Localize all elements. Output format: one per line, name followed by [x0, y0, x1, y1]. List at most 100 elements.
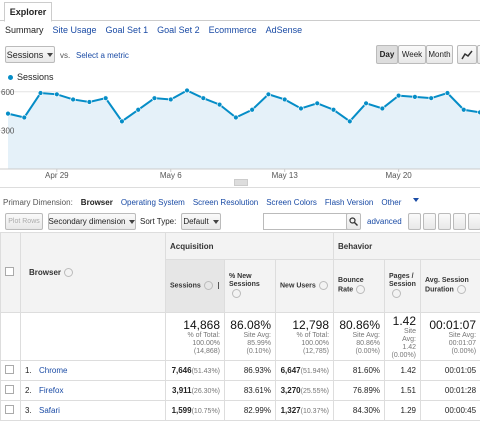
subnav-item[interactable]: Goal Set 1	[105, 25, 149, 35]
secondary-label: Secondary dimension	[48, 217, 126, 226]
total-detail: 85.99%	[247, 339, 271, 347]
cell-value: 00:01:28	[444, 386, 477, 395]
point	[5, 110, 11, 117]
total-note: Site Avg:	[448, 331, 477, 339]
cell	[0, 400, 21, 421]
granularity-button[interactable]: Day	[376, 45, 398, 64]
point	[249, 107, 255, 113]
total-cell: 14,868% of Total: 100.00% (14,868)	[165, 312, 225, 361]
point	[314, 100, 320, 107]
point	[461, 107, 467, 113]
view-button[interactable]	[453, 213, 466, 230]
total-cell: 80.86% Site Avg: 80.86% (0.00%)	[333, 312, 386, 361]
total-cell: 86.08% Site Avg: 85.99% (0.10%)	[224, 312, 276, 361]
value-cell: 00:01:05	[420, 360, 480, 381]
plot-rows-button[interactable]: Plot Rows	[5, 213, 43, 230]
group-header: Behavior	[333, 232, 480, 260]
cell	[20, 312, 166, 361]
total-cell: 12,798% of Total: 100.00% (12,785)	[274, 312, 335, 361]
column-header: New Users	[280, 282, 316, 290]
data-row: 3. Safari 1,599(10.75%) 82.99% 1,327(10.37%)…	[0, 400, 480, 421]
point	[363, 100, 369, 107]
cell-percent: (51.43%)	[191, 368, 220, 375]
chart-type-button[interactable]	[477, 45, 480, 64]
row-index: 1.	[25, 366, 32, 375]
tab-rule	[0, 20, 480, 21]
value-cell: 6,647(51.94%)	[274, 360, 335, 381]
header-cell[interactable]: New Users	[274, 259, 335, 313]
value-cell: 84.30%	[333, 400, 386, 421]
browser-link[interactable]: Safari	[39, 406, 60, 415]
dimension-label: Primary Dimension:	[3, 198, 73, 207]
checkbox[interactable]	[5, 365, 14, 374]
search-box[interactable]	[263, 213, 349, 230]
compare-link[interactable]: Select a metric	[76, 51, 129, 60]
y-tick-label: 600	[1, 88, 15, 97]
dimension-item: Browser	[80, 198, 113, 207]
cell-percent: (10.37%)	[300, 408, 330, 415]
header-cell[interactable]: Bounce Rate	[333, 259, 386, 313]
cell-value: 3,270	[280, 386, 301, 395]
dimension-item[interactable]: Screen Colors	[266, 198, 317, 207]
header-cell[interactable]: Pages / Session	[384, 259, 422, 313]
view-button[interactable]	[438, 213, 451, 230]
dimension-item[interactable]: Other	[381, 198, 402, 207]
granularity: Day Week Month	[376, 45, 453, 64]
value-cell: 1.29	[384, 400, 422, 421]
point	[395, 92, 402, 99]
tab[interactable]: Explorer	[4, 2, 52, 22]
point	[281, 96, 288, 103]
x-tick-label: Apr 29	[45, 171, 69, 180]
value-cell: 3,270(25.55%)	[274, 380, 335, 401]
subnav-item[interactable]: Ecommerce	[208, 25, 257, 35]
checkbox[interactable]	[5, 385, 14, 394]
cell-value: 1.29	[400, 406, 417, 415]
dimension-item[interactable]: Screen Resolution	[192, 198, 259, 207]
cell-percent: (10.75%)	[191, 408, 220, 415]
checkbox[interactable]	[5, 405, 14, 414]
search-button[interactable]	[346, 213, 361, 230]
y-tick-label: 300	[1, 126, 15, 135]
resize-handle[interactable]	[234, 179, 248, 186]
view-button[interactable]	[468, 213, 480, 230]
cell-percent: (51.94%)	[300, 368, 330, 375]
total-detail: 00:01:07	[448, 339, 477, 347]
total-detail: 100.00%	[301, 339, 330, 347]
value-cell: 1.51	[384, 380, 422, 401]
cell-value: 76.89%	[352, 386, 381, 395]
point	[330, 107, 337, 113]
granularity-button[interactable]: Month	[426, 45, 453, 64]
value-cell: 00:00:45	[420, 400, 480, 421]
value-cell: 83.61%	[224, 380, 276, 401]
point	[233, 114, 239, 121]
point	[477, 109, 480, 116]
subnav-item[interactable]: Site Usage	[52, 25, 97, 35]
view-button[interactable]	[423, 213, 436, 230]
header-cell[interactable]: Avg. Session Duration	[420, 259, 480, 313]
granularity-button[interactable]: Week	[398, 45, 426, 64]
advanced-link[interactable]: advanced	[367, 217, 402, 226]
data-table: Browser Acquisition Behavior Sessions % New …	[0, 232, 480, 421]
total-value: 14,868	[183, 317, 220, 332]
area-fill	[8, 90, 480, 169]
view-button[interactable]	[408, 213, 421, 230]
subnav-item[interactable]: AdSense	[265, 25, 303, 35]
sort-arrow	[217, 282, 219, 290]
point	[184, 87, 190, 94]
browser-link[interactable]: Firefox	[39, 386, 64, 395]
subnav: Summary Site Usage Goal Set 1 Goal Set 2 Eco…	[5, 25, 302, 35]
sort-dropdown[interactable]: Default	[181, 213, 221, 230]
browser-link[interactable]: Chrome	[39, 366, 68, 375]
header-cell[interactable]: Sessions	[165, 259, 225, 313]
total-base: (0.00%)	[391, 351, 417, 359]
subnav-item[interactable]: Goal Set 2	[157, 25, 200, 35]
secondary-dimension[interactable]: Secondary dimension	[48, 213, 136, 230]
dimension-item[interactable]: Flash Version	[324, 198, 374, 207]
chart-type-button[interactable]	[457, 45, 477, 64]
metric-dropdown[interactable]: Sessions	[5, 46, 55, 63]
cell-value: 7,646	[171, 366, 192, 375]
cell-value: 1.51	[400, 386, 417, 395]
dimension-item[interactable]: Operating System	[120, 198, 185, 207]
header-cell[interactable]: % New Sessions	[224, 259, 276, 313]
total-note: % of Total:	[296, 331, 330, 339]
